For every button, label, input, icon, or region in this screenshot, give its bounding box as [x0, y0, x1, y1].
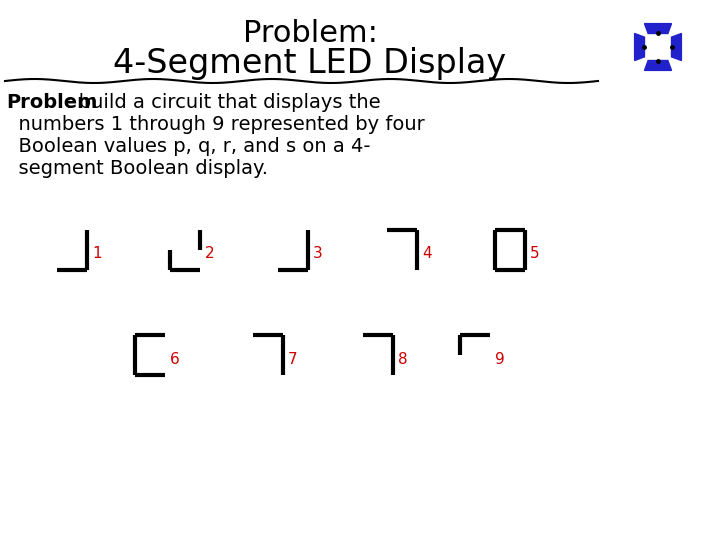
Text: 2: 2	[205, 246, 215, 261]
Text: 7: 7	[288, 352, 297, 367]
Text: segment Boolean display.: segment Boolean display.	[6, 159, 268, 178]
Text: Problem:: Problem:	[243, 18, 377, 48]
Polygon shape	[644, 60, 672, 70]
Polygon shape	[644, 24, 672, 33]
Text: : build a circuit that displays the: : build a circuit that displays the	[66, 93, 381, 112]
Text: 9: 9	[495, 352, 505, 367]
Text: Problem: Problem	[6, 93, 97, 112]
Polygon shape	[672, 33, 681, 60]
Text: 3: 3	[313, 246, 323, 261]
Text: 4-Segment LED Display: 4-Segment LED Display	[114, 46, 507, 79]
Text: numbers 1 through 9 represented by four: numbers 1 through 9 represented by four	[6, 115, 425, 134]
Text: 1: 1	[92, 246, 102, 261]
Text: Boolean values p, q, r, and s on a 4-: Boolean values p, q, r, and s on a 4-	[6, 137, 371, 156]
Polygon shape	[634, 33, 644, 60]
Text: 5: 5	[530, 246, 539, 261]
Text: 8: 8	[398, 352, 408, 367]
Text: 4: 4	[422, 246, 431, 261]
Text: 6: 6	[170, 352, 180, 367]
